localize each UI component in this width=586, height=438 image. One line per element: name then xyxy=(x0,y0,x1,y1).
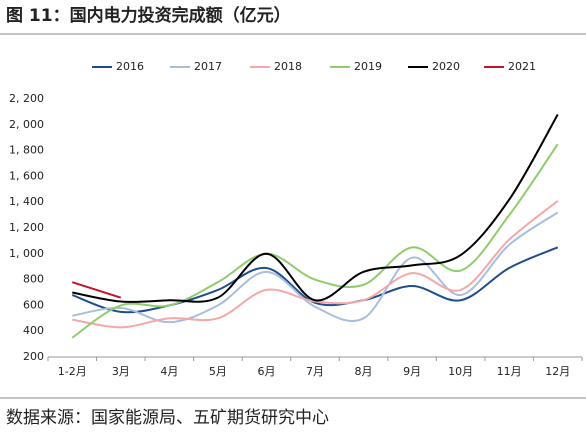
series-line xyxy=(72,211,559,324)
legend-label: 2018 xyxy=(274,60,302,73)
x-tick-label: 9月 xyxy=(403,365,421,378)
chart-title: 图 11：国内电力投资完成额（亿元） xyxy=(6,5,291,26)
y-tick-label: 1, 200 xyxy=(9,221,44,234)
y-tick-label: 1, 600 xyxy=(9,169,44,182)
y-tick-label: 600 xyxy=(23,298,44,311)
legend-label: 2021 xyxy=(508,60,536,73)
y-tick-label: 400 xyxy=(23,324,44,337)
x-tick-label: 12月 xyxy=(545,365,570,378)
x-tick-label: 11月 xyxy=(497,365,522,378)
y-tick-label: 1, 800 xyxy=(9,144,44,157)
series-line xyxy=(71,281,122,299)
legend-label: 2020 xyxy=(432,60,460,73)
series-line xyxy=(71,246,559,314)
legend-label: 2017 xyxy=(194,60,222,73)
x-tick-label: 10月 xyxy=(448,365,473,378)
x-tick-label: 3月 xyxy=(112,365,130,378)
series-line xyxy=(71,143,559,339)
x-tick-label: 4月 xyxy=(160,365,178,378)
y-tick-label: 200 xyxy=(23,350,44,363)
x-tick-label: 1-2月 xyxy=(58,365,87,378)
legend-label: 2019 xyxy=(354,60,382,73)
y-tick-label: 1, 400 xyxy=(9,195,44,208)
y-tick-label: 800 xyxy=(23,273,44,286)
legend-label: 2016 xyxy=(116,60,144,73)
series-line xyxy=(72,200,559,329)
x-tick-label: 7月 xyxy=(306,365,324,378)
y-tick-label: 1, 000 xyxy=(9,247,44,260)
x-tick-label: 5月 xyxy=(209,365,227,378)
source: 数据来源：国家能源局、五矿期货研究中心 xyxy=(6,408,329,428)
y-tick-label: 2, 200 xyxy=(9,92,44,105)
x-tick-label: 8月 xyxy=(355,365,373,378)
x-tick-label: 6月 xyxy=(257,365,275,378)
y-tick-label: 2, 000 xyxy=(9,118,44,131)
series-line xyxy=(72,113,559,303)
